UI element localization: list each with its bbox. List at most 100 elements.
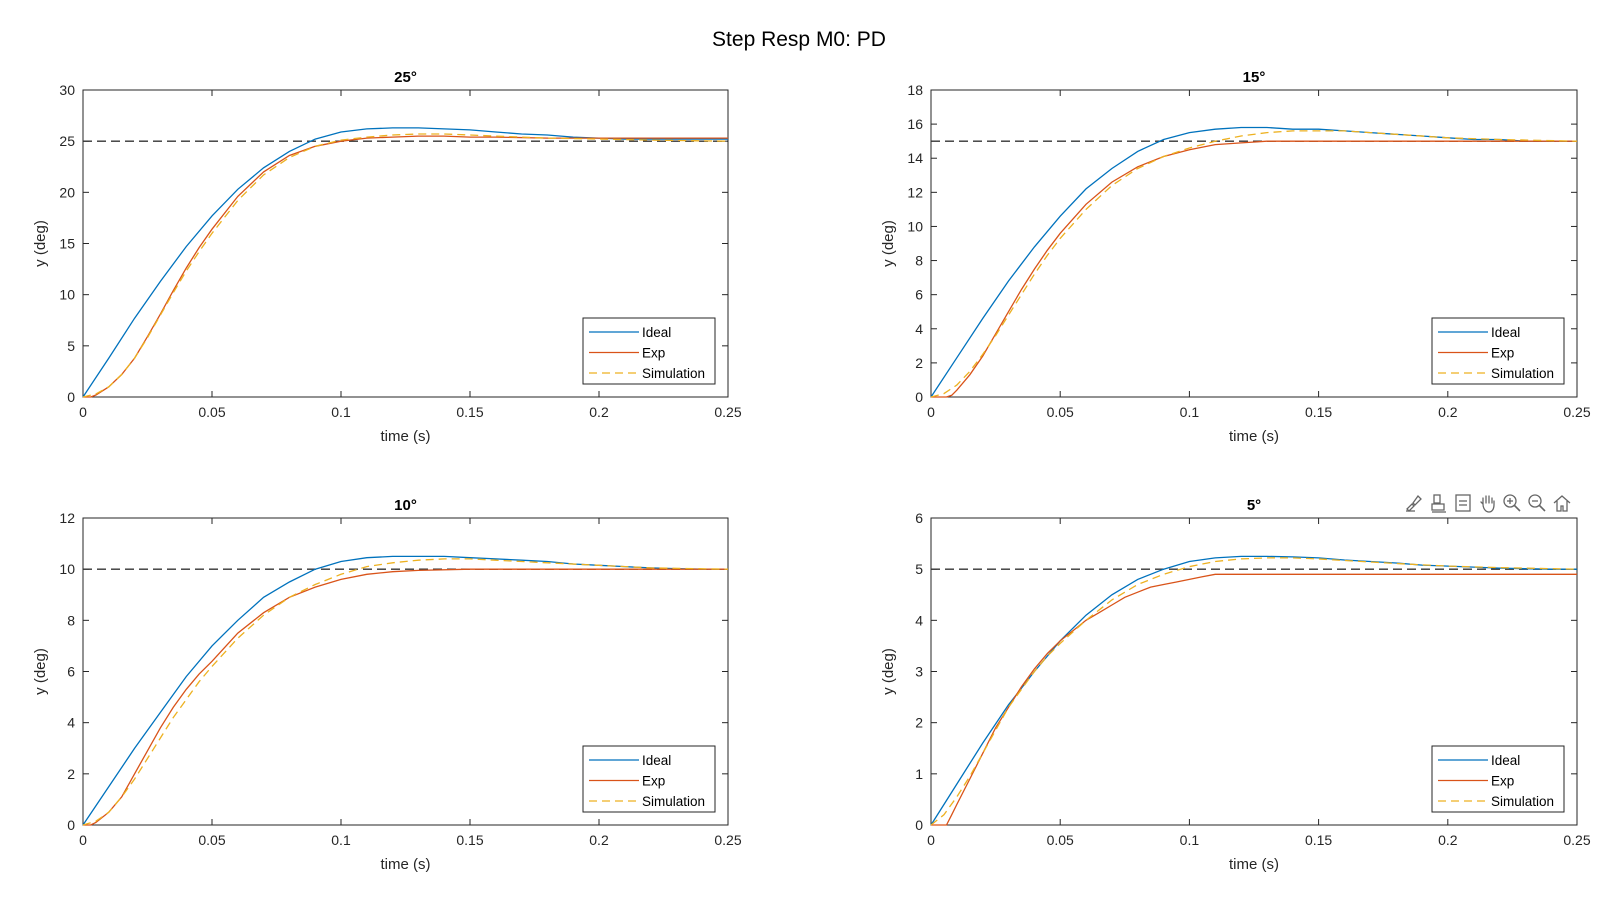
series-exp (931, 573, 1577, 826)
x-axis-label: time (s) (381, 856, 431, 873)
y-tick-label: 4 (67, 715, 75, 731)
series-exp (931, 140, 1577, 398)
x-tick-label: 0.1 (1180, 832, 1200, 848)
brush-icon[interactable] (1403, 492, 1425, 514)
x-axis-label: time (s) (1229, 856, 1279, 873)
x-tick-label: 0.25 (714, 404, 741, 420)
legend-entry-simulation: Simulation (642, 366, 705, 381)
y-tick-label: 30 (59, 82, 75, 98)
legend-entry-ideal: Ideal (642, 325, 671, 340)
x-tick-label: 0.25 (714, 832, 741, 848)
subplot-15deg: 15° 0 0.05 0.1 0.15 0.2 0.25 0 2 4 6 8 10 12 14 16 18 tim… (880, 69, 1591, 445)
series-simulation (82, 558, 729, 826)
y-tick-label: 2 (915, 355, 923, 371)
legend-entry-simulation: Simulation (1491, 366, 1554, 381)
y-tick-label: 20 (59, 184, 75, 200)
y-tick-label: 2 (915, 715, 923, 731)
legend: Ideal Exp Simulation (1431, 317, 1565, 385)
home-icon[interactable] (1551, 492, 1573, 514)
legend: Ideal Exp Simulation (582, 317, 716, 385)
x-tick-label: 0.15 (456, 404, 483, 420)
axes-title: 10° (394, 497, 417, 514)
x-tick-label: 0.05 (1047, 404, 1074, 420)
y-axis-label: y (deg) (32, 648, 49, 695)
y-tick-label: 15 (59, 236, 75, 252)
x-tick-label: 0.05 (198, 832, 225, 848)
y-tick-label: 8 (67, 612, 75, 628)
axes-title: 15° (1243, 69, 1266, 86)
axes-title: 25° (394, 69, 417, 86)
legend-entry-exp: Exp (642, 346, 665, 361)
x-tick-label: 0.2 (589, 404, 609, 420)
y-tick-label: 0 (915, 817, 923, 833)
x-tick-label: 0 (927, 832, 935, 848)
y-tick-label: 6 (915, 287, 923, 303)
x-tick-label: 0.15 (456, 832, 483, 848)
zoom-out-icon[interactable] (1526, 492, 1548, 514)
y-tick-label: 4 (915, 321, 923, 337)
y-tick-label: 2 (67, 766, 75, 782)
axes-title: 5° (1247, 497, 1261, 514)
x-tick-label: 0 (79, 404, 87, 420)
legend-box (582, 317, 716, 385)
legend-entry-ideal: Ideal (1491, 325, 1520, 340)
y-tick-label: 0 (915, 389, 923, 405)
legend-entry-exp: Exp (1491, 346, 1514, 361)
x-tick-label: 0.15 (1305, 404, 1332, 420)
y-tick-label: 10 (907, 218, 923, 234)
y-axis-label: y (deg) (880, 220, 897, 267)
y-tick-label: 12 (59, 510, 75, 526)
legend-entry-simulation: Simulation (1491, 794, 1554, 809)
y-tick-label: 0 (67, 389, 75, 405)
y-tick-label: 18 (907, 82, 923, 98)
y-tick-label: 8 (915, 253, 923, 269)
y-tick-label: 4 (915, 612, 923, 628)
legend-entry-ideal: Ideal (1491, 753, 1520, 768)
x-tick-label: 0.2 (1438, 404, 1458, 420)
y-tick-label: 12 (907, 184, 923, 200)
y-tick-label: 0 (67, 817, 75, 833)
x-tick-label: 0.25 (1563, 832, 1590, 848)
y-tick-label: 10 (59, 287, 75, 303)
legend-entry-ideal: Ideal (642, 753, 671, 768)
zoom-in-icon[interactable] (1501, 492, 1523, 514)
x-tick-label: 0.1 (331, 404, 351, 420)
y-tick-label: 25 (59, 133, 75, 149)
data-cursor-icon[interactable] (1428, 492, 1450, 514)
series-simulation (82, 133, 729, 398)
y-axis-label: y (deg) (880, 648, 897, 695)
x-tick-label: 0.05 (1047, 832, 1074, 848)
x-axis-label: time (s) (1229, 428, 1279, 445)
figure-title: Step Resp M0: PD (712, 28, 886, 51)
series-simulation (930, 557, 1578, 826)
y-tick-label: 3 (915, 664, 923, 680)
subplot-10deg: 10° 0 0.05 0.1 0.15 0.2 0.25 0 2 4 6 8 10 12 time (s) y… (32, 497, 742, 873)
pan-icon[interactable] (1477, 492, 1499, 514)
x-tick-label: 0 (927, 404, 935, 420)
y-tick-label: 5 (67, 338, 75, 354)
x-tick-label: 0 (79, 832, 87, 848)
x-axis-label: time (s) (381, 428, 431, 445)
y-tick-label: 6 (67, 664, 75, 680)
legend: Ideal Exp Simulation (1431, 745, 1565, 813)
y-tick-label: 6 (915, 510, 923, 526)
legend-entry-simulation: Simulation (642, 794, 705, 809)
subplot-25deg: 25° 0 0.05 0.1 0.15 0.2 0.25 0 5 10 15 20 25 30 time (… (32, 69, 742, 445)
y-tick-label: 10 (59, 561, 75, 577)
legend: Ideal Exp Simulation (582, 745, 716, 813)
series-ideal (930, 126, 1577, 398)
x-tick-label: 0.2 (1438, 832, 1458, 848)
restore-icon[interactable] (1452, 492, 1474, 514)
y-tick-label: 1 (915, 766, 923, 782)
y-tick-label: 14 (907, 150, 923, 166)
series-simulation (930, 130, 1578, 398)
x-tick-label: 0.2 (589, 832, 609, 848)
x-tick-label: 0.15 (1305, 832, 1332, 848)
x-tick-label: 0.1 (1180, 404, 1200, 420)
legend-entry-exp: Exp (1491, 774, 1514, 789)
y-tick-label: 16 (907, 116, 923, 132)
legend-box (1431, 317, 1565, 385)
x-tick-label: 0.25 (1563, 404, 1590, 420)
x-tick-label: 0.05 (198, 404, 225, 420)
